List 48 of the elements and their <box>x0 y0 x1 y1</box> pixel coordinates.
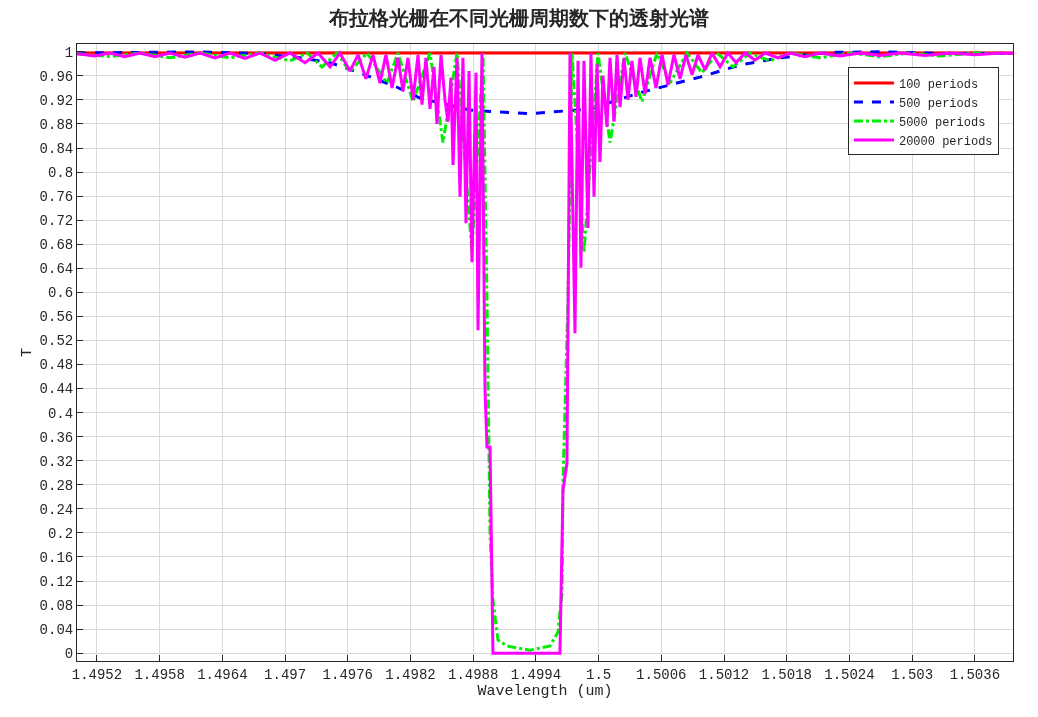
y-tick-label: 0.48 <box>39 357 74 374</box>
y-tick-label: 0.2 <box>47 525 74 542</box>
x-tick-label: 1.4964 <box>197 666 248 683</box>
y-tick-label: 0.64 <box>39 261 74 278</box>
y-tick-label: 0.84 <box>39 140 74 157</box>
x-tick-label: 1.503 <box>891 666 934 683</box>
y-tick-label: 0.04 <box>39 622 74 639</box>
chart-title: 布拉格光栅在不同光栅周期数下的透射光谱 <box>328 5 709 30</box>
y-tick-label: 0.76 <box>39 189 74 206</box>
x-tick-label: 1.4982 <box>385 666 436 683</box>
x-tick-label: 1.5024 <box>824 666 875 683</box>
legend-label: 100 periods <box>898 77 979 92</box>
legend-label: 20000 periods <box>898 134 993 149</box>
y-tick-label: 0.16 <box>39 549 74 566</box>
x-tick-label: 1.5012 <box>698 666 750 683</box>
legend-label: 5000 periods <box>898 115 986 130</box>
y-tick-label: 0.96 <box>39 68 74 85</box>
y-axis-title: T <box>18 347 36 358</box>
y-tick-label: 0.92 <box>39 92 74 109</box>
y-tick-label: 0.88 <box>39 116 74 133</box>
x-tick-label: 1.4994 <box>510 666 562 683</box>
y-tick-label: 0.68 <box>39 237 74 254</box>
x-axis-title: Wavelength (um) <box>477 682 613 700</box>
x-tick-label: 1.4952 <box>71 666 123 683</box>
y-tick-label: 0.28 <box>39 477 74 494</box>
y-tick-label: 0.32 <box>39 453 74 470</box>
x-tick-label: 1.4988 <box>447 666 499 683</box>
y-tick-label: 0.24 <box>39 501 74 518</box>
y-tick-label: 0.72 <box>39 213 74 230</box>
y-tick-label: 0.6 <box>47 285 74 302</box>
x-tick-label: 1.5006 <box>636 666 687 683</box>
x-tick-label: 1.497 <box>264 666 307 683</box>
y-tick-label: 0.4 <box>47 405 74 422</box>
y-tick-label: 0.56 <box>39 309 74 326</box>
y-tick-label: 0.8 <box>47 164 74 181</box>
y-tick-label: 0 <box>64 646 74 663</box>
x-tick-label: 1.5036 <box>949 666 1001 683</box>
y-tick-label: 0.44 <box>39 381 74 398</box>
x-tick-label: 1.5 <box>586 666 612 683</box>
y-tick-label: 1 <box>64 44 74 61</box>
y-tick-label: 0.52 <box>39 333 74 350</box>
y-tick-label: 0.36 <box>39 429 74 446</box>
y-tick-label: 0.08 <box>39 597 74 614</box>
y-tick-label: 0.12 <box>39 573 74 590</box>
x-tick-label: 1.5018 <box>761 666 812 683</box>
x-tick-label: 1.4976 <box>322 666 373 683</box>
x-tick-label: 1.4958 <box>134 666 185 683</box>
legend-label: 500 periods <box>898 96 979 111</box>
